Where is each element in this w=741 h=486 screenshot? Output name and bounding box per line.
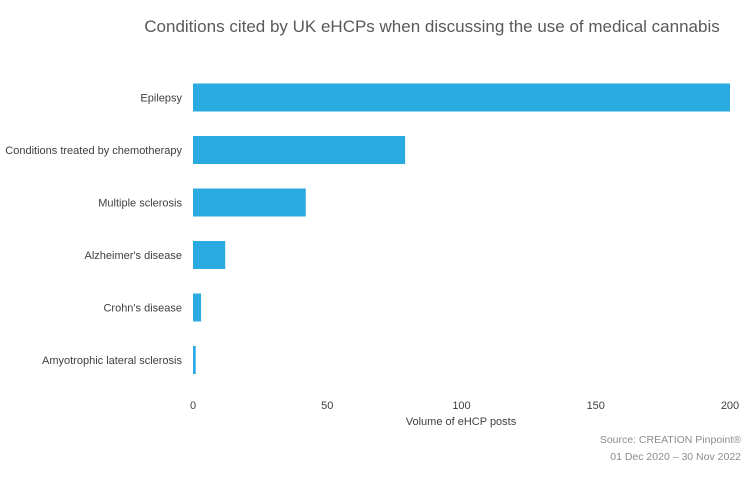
- category-label: Amyotrophic lateral sclerosis: [42, 355, 182, 367]
- bar-2: [193, 188, 306, 217]
- x-tick-label: 150: [587, 400, 605, 412]
- category-label: Epilepsy: [140, 93, 182, 105]
- bar-4: [193, 293, 202, 322]
- x-tick-label: 0: [190, 400, 196, 412]
- source-line: Source: CREATION Pinpoint®: [599, 434, 741, 446]
- source-note: Source: CREATION Pinpoint® 01 Dec 2020 –…: [600, 432, 741, 466]
- chart-title: Conditions cited by UK eHCPs when discus…: [144, 17, 720, 36]
- x-tick-label: 50: [321, 400, 333, 412]
- category-label: Alzheimer's disease: [85, 250, 182, 262]
- bar-5: [193, 346, 196, 374]
- bar-1: [193, 136, 406, 164]
- x-tick-label: 200: [721, 400, 739, 412]
- x-axis-title: Volume of eHCP posts: [406, 416, 517, 428]
- category-label: Crohn's disease: [103, 303, 182, 315]
- bar-3: [193, 241, 226, 269]
- date-range-line: 01 Dec 2020 – 30 Nov 2022: [610, 451, 741, 463]
- category-label: Conditions treated by chemotherapy: [5, 145, 182, 157]
- bar-0: [193, 83, 730, 112]
- x-tick-label: 100: [452, 400, 470, 412]
- category-label: Multiple sclerosis: [98, 198, 182, 210]
